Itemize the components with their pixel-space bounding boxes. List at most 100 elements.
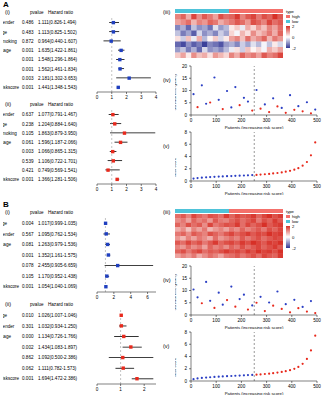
svg-text:0.001: 0.001 [22,85,34,90]
svg-text:1.077(0.791-1.467): 1.077(0.791-1.467) [38,112,78,117]
svg-text:0.003: 0.003 [22,149,34,154]
svg-text:3: 3 [140,187,143,192]
svg-text:0.301: 0.301 [22,324,34,329]
svg-text:1.054(1.040-1.069): 1.054(1.040-1.069) [38,284,78,289]
svg-text:100: 100 [212,318,220,323]
svg-text:Riskscore: Riskscore [8,284,20,289]
svg-text:0.862: 0.862 [22,355,34,360]
svg-text:200: 200 [238,318,246,323]
svg-text:15: 15 [182,276,188,281]
svg-text:0: 0 [190,184,193,189]
svg-text:1.092(0.500-2.386): 1.092(0.500-2.386) [38,355,78,360]
svg-text:Riskscore: Riskscore [8,85,20,90]
svg-text:0.001: 0.001 [22,284,34,289]
svg-text:2: 2 [184,166,187,171]
svg-text:4: 4 [184,154,187,159]
svg-text:20: 20 [182,264,188,269]
svg-text:Patients (increasing risk scor: Patients (increasing risk score) [225,191,284,195]
svg-text:Gender: Gender [8,112,15,117]
svg-text:1.111(0.782-1.573): 1.111(0.782-1.573) [38,366,77,371]
svg-text:400: 400 [288,384,296,389]
svg-text:0.004: 0.004 [22,221,34,226]
svg-text:1.548(1.296-1.864): 1.548(1.296-1.864) [38,57,78,62]
svg-text:0.483: 0.483 [22,30,34,35]
svg-text:2: 2 [113,295,116,300]
svg-text:300: 300 [263,118,271,123]
svg-text:1.596(1.187-2.066): 1.596(1.187-2.066) [38,140,78,145]
svg-text:1: 1 [110,187,113,192]
svg-text:500: 500 [313,184,316,189]
svg-text:4: 4 [129,295,132,300]
svg-text:2: 2 [125,95,128,100]
svg-text:8: 8 [184,330,187,335]
svg-text:0: 0 [96,95,99,100]
svg-text:0.964(0.440-1.607): 0.964(0.440-1.607) [38,39,78,44]
svg-text:0.001: 0.001 [22,67,34,72]
svg-text:0: 0 [184,113,187,118]
svg-text:0.421: 0.421 [22,168,34,173]
svg-text:0.001: 0.001 [22,57,34,62]
svg-text:0.010: 0.010 [22,313,34,318]
svg-text:0.081: 0.081 [22,242,34,247]
svg-text:2.181(1.302-3.653): 2.181(1.302-3.653) [38,76,78,81]
svg-text:1.863(0.879-3.950): 1.863(0.879-3.950) [38,131,78,136]
svg-text:1.017(0.999-1.035): 1.017(0.999-1.035) [38,221,78,226]
svg-text:500: 500 [313,384,316,389]
svg-text:Riskscore: Riskscore [8,177,20,182]
svg-text:Gender: Gender [8,20,15,25]
svg-text:Stage: Stage [8,140,11,145]
svg-text:200: 200 [238,384,246,389]
svg-text:0: 0 [184,313,187,318]
svg-text:1.066(0.865-1.315): 1.066(0.865-1.315) [38,149,78,154]
svg-text:400: 400 [288,184,296,189]
svg-text:Patients (increasing risk scor: Patients (increasing risk score) [225,325,284,329]
svg-text:0.486: 0.486 [22,20,34,25]
svg-text:300: 300 [263,384,271,389]
svg-text:500: 500 [313,318,316,323]
svg-text:0.105: 0.105 [22,274,34,279]
svg-text:10: 10 [182,88,188,93]
svg-text:Patients (increasing risk scor: Patients (increasing risk score) [225,391,284,395]
svg-text:2: 2 [143,387,146,392]
svg-text:0.061: 0.061 [22,140,34,145]
svg-text:Stage: Stage [8,242,11,247]
svg-text:1.204(0.884-1.640): 1.204(0.884-1.640) [38,122,78,127]
svg-text:100: 100 [212,118,220,123]
svg-text:Risk score: Risk score [175,157,177,176]
svg-text:1.352(1.161-1.575): 1.352(1.161-1.575) [38,253,78,258]
svg-text:1.635(1.422-1.861): 1.635(1.422-1.861) [38,48,78,53]
svg-text:1.434(1.083-1.897): 1.434(1.083-1.897) [38,345,78,350]
svg-text:Riskscore: Riskscore [8,376,20,381]
svg-text:15: 15 [182,76,188,81]
svg-text:Stage: Stage [8,48,11,53]
svg-text:4: 4 [184,354,187,359]
svg-text:Risk score: Risk score [175,357,177,376]
svg-text:4: 4 [155,187,158,192]
svg-text:0: 0 [184,379,187,384]
svg-text:1.263(0.979-1.536): 1.263(0.979-1.536) [38,242,78,247]
svg-text:3: 3 [140,95,143,100]
svg-text:0: 0 [190,384,193,389]
svg-text:1.026(1.007-1.046): 1.026(1.007-1.046) [38,313,78,318]
svg-text:200: 200 [238,118,246,123]
svg-text:0.238: 0.238 [22,122,34,127]
svg-text:1.366(1.281-1.506): 1.366(1.281-1.506) [38,177,78,182]
svg-text:6: 6 [184,342,187,347]
svg-text:6: 6 [146,295,149,300]
svg-text:0.001: 0.001 [22,376,34,381]
svg-text:0.002: 0.002 [22,345,34,350]
svg-text:100: 100 [212,384,220,389]
svg-text:1.170(0.952-1.438): 1.170(0.952-1.438) [38,274,78,279]
svg-text:Survival time (years): Survival time (years) [175,273,177,310]
svg-text:0.749(0.569-1.541): 0.749(0.569-1.541) [38,168,78,173]
svg-text:1.134(0.726-1.766): 1.134(0.726-1.766) [38,334,78,339]
svg-text:Survival time (years): Survival time (years) [175,73,177,110]
svg-text:1.032(0.934-1.250): 1.032(0.934-1.250) [38,324,78,329]
svg-text:0.637: 0.637 [22,112,34,117]
svg-text:0.105: 0.105 [22,131,34,136]
svg-text:1.113(0.825-1.502): 1.113(0.825-1.502) [38,30,77,35]
svg-text:5: 5 [184,100,187,105]
svg-text:0: 0 [96,295,99,300]
svg-text:6: 6 [184,142,187,147]
svg-text:1: 1 [119,387,122,392]
